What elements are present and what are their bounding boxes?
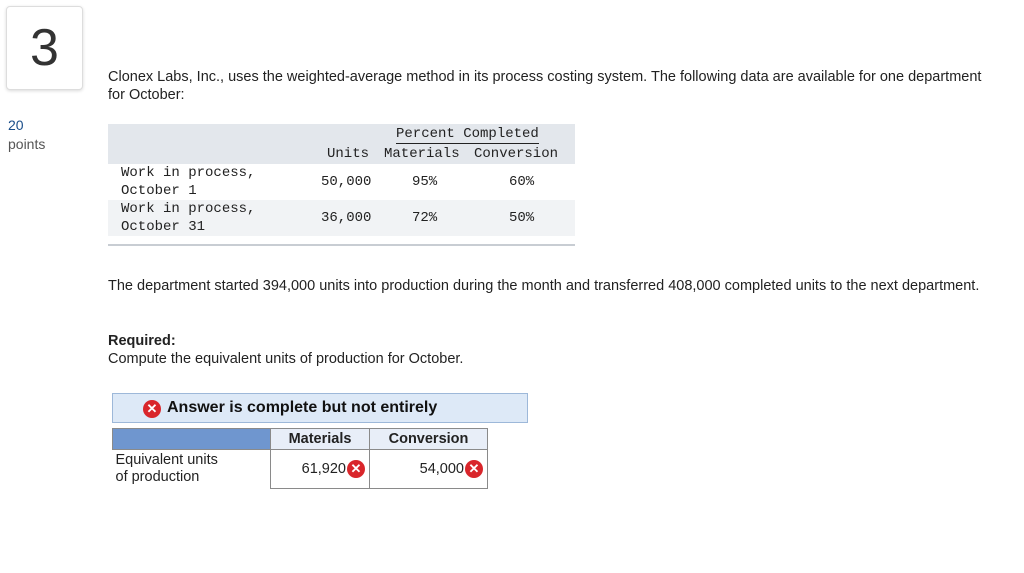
answer-table-header: Materials Conversion <box>112 428 488 450</box>
x-circle-icon: ✕ <box>347 460 365 478</box>
x-circle-icon: ✕ <box>465 460 483 478</box>
row-label-line1: Work in process, <box>121 201 256 217</box>
answer-row: Equivalent units of production 61,920 ✕ … <box>112 449 488 489</box>
percent-completed-label: Percent Completed <box>396 126 539 144</box>
conversion-percent: 50% <box>509 210 535 226</box>
data-table: Percent Completed Units Materials Conver… <box>108 124 575 246</box>
conversion-answer-value: 54,000 <box>419 461 464 477</box>
x-circle-icon: ✕ <box>143 400 161 418</box>
question-number: 3 <box>6 6 83 90</box>
result-banner: ✕ Answer is complete but not entirely <box>112 393 528 423</box>
col-materials: Materials <box>384 146 460 162</box>
row-label-line2: October 31 <box>121 219 206 235</box>
data-table-header: Percent Completed Units Materials Conver… <box>108 124 575 164</box>
answer-col-materials: Materials <box>270 428 370 450</box>
materials-percent: 95% <box>412 174 438 190</box>
answer-col-conversion: Conversion <box>369 428 488 450</box>
col-units: Units <box>327 146 370 162</box>
row-label-line2: October 1 <box>121 183 197 199</box>
answer-table: Materials Conversion Equivalent units of… <box>112 428 488 489</box>
materials-percent: 72% <box>412 210 438 226</box>
answer-row-label-line1: Equivalent units <box>115 452 218 469</box>
result-banner-text: Answer is complete but not entirely <box>167 399 438 416</box>
materials-answer-cell[interactable]: 61,920 ✕ <box>270 449 370 489</box>
points-label: points <box>8 136 46 152</box>
row-label-line1: Work in process, <box>121 165 256 181</box>
table-row: Work in process, October 31 36,000 72% 5… <box>108 200 575 236</box>
problem-paragraph: The department started 394,000 units int… <box>108 278 980 294</box>
table-divider <box>108 236 575 246</box>
answer-row-label: Equivalent units of production <box>112 449 271 489</box>
answer-header-spacer <box>112 428 271 450</box>
table-row: Work in process, October 1 50,000 95% 60… <box>108 164 575 200</box>
answer-row-label-line2: of production <box>115 469 200 486</box>
required-heading: Required: <box>108 333 176 349</box>
required-section: Required: Compute the equivalent units o… <box>108 332 463 368</box>
materials-answer-value: 61,920 <box>301 461 346 477</box>
units-value: 36,000 <box>321 210 372 226</box>
conversion-answer-cell[interactable]: 54,000 ✕ <box>369 449 488 489</box>
conversion-percent: 60% <box>509 174 535 190</box>
col-conversion: Conversion <box>474 146 559 162</box>
points-value: 20 <box>8 117 24 133</box>
required-text: Compute the equivalent units of producti… <box>108 351 464 367</box>
units-value: 50,000 <box>321 174 372 190</box>
problem-intro: Clonex Labs, Inc., uses the weighted-ave… <box>108 69 982 103</box>
